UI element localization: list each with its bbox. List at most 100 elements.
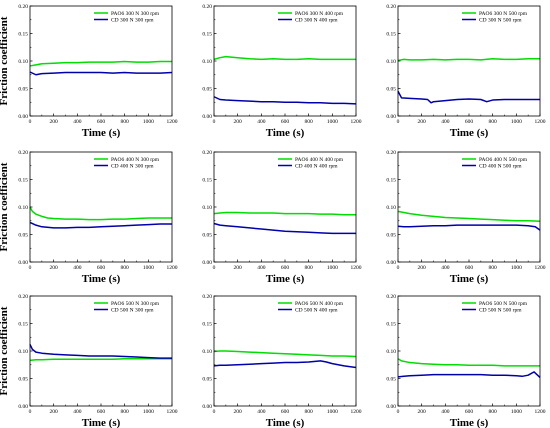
y-tick-label: 0.15 [18,32,28,38]
series-line-cd [397,371,541,378]
x-tick-label: 600 [281,119,290,125]
x-tick-label: 200 [50,119,59,125]
y-tick-label: 0.05 [18,87,28,93]
series-line-cd [29,71,173,76]
series-line-pao6 [213,211,356,216]
y-axis-title: Friction coefficient [0,306,10,395]
y-tick-label: 0.00 [18,114,28,120]
chart-panel-5: 0 200 400 600 800 1000 1200 0.00 0.05 0.10 0.15 0.2… [202,150,361,285]
y-tick-label: 0.20 [202,294,212,300]
x-tick-label: 400 [257,409,266,415]
y-tick-label: 0.00 [18,404,28,410]
x-tick-label: 1000 [327,119,338,125]
x-tick-label: 1000 [511,409,522,415]
x-tick-label: 800 [121,265,130,271]
y-tick-label: 0.00 [386,114,396,120]
x-tick-label: 1000 [327,265,338,271]
x-axis-title: Time (s) [82,127,121,139]
y-tick-label: 0.20 [18,150,28,156]
y-tick-label: 0.10 [386,205,396,211]
y-axis-title: Friction coefficient [0,16,10,105]
y-tick-label: 0.10 [386,59,396,65]
x-tick-label: 1000 [327,409,338,415]
y-tick-label: 0.05 [202,377,212,383]
x-tick-label: 1000 [143,119,154,125]
x-axis-title: Time (s) [450,127,489,139]
y-tick-label: 0.05 [202,233,212,239]
y-tick-label: 0.10 [202,205,212,211]
x-tick-label: 0 [397,119,400,125]
y-tick-label: 0.20 [386,4,396,10]
y-tick-label: 0.15 [386,322,396,328]
x-tick-label: 400 [73,409,82,415]
x-tick-label: 600 [465,119,474,125]
legend-label: CD 400 N 300 rpm [111,164,154,170]
x-tick-label: 1200 [167,265,178,271]
legend-label: PAO6 300 N 500 rpm [479,11,528,17]
legend-label: PAO6 500 N 400 rpm [295,301,344,307]
series-line-cd [397,224,541,231]
y-tick-label: 0.15 [18,178,28,184]
series-line-cd [29,344,172,359]
x-tick-label: 1000 [143,409,154,415]
series-line-pao6 [213,350,357,358]
y-tick-label: 0.05 [386,377,396,383]
y-tick-label: 0.20 [386,294,396,300]
chart-panel-4: 0 200 400 600 800 1000 1200 0.00 0.05 0.10 0.15 0.2… [0,150,178,285]
chart-panel-1: 0 200 400 600 800 1000 1200 0.00 0.05 0.10 0.15 0.2… [0,4,178,139]
x-tick-label: 800 [305,119,314,125]
series-line-cd [213,96,357,105]
y-tick-label: 0.10 [202,349,212,355]
y-tick-label: 0.10 [18,349,28,355]
y-tick-label: 0.20 [18,4,28,10]
y-tick-label: 0.10 [202,59,212,65]
chart-panel-3: 0 200 400 600 800 1000 1200 0.00 0.05 0.10 0.15 0.2… [386,4,545,139]
x-tick-label: 800 [489,119,498,125]
y-tick-label: 0.05 [18,233,28,239]
x-tick-label: 200 [234,265,243,271]
x-axis-title: Time (s) [82,273,121,285]
x-tick-label: 400 [73,265,82,271]
y-tick-label: 0.00 [202,404,212,410]
x-axis-title: Time (s) [266,127,305,139]
legend-label: CD 400 N 500 rpm [479,164,522,170]
y-tick-label: 0.15 [386,178,396,184]
x-tick-label: 200 [50,409,59,415]
x-tick-label: 800 [489,409,498,415]
legend-label: CD 400 N 400 rpm [295,164,338,170]
x-tick-label: 0 [213,265,216,271]
x-tick-label: 200 [234,119,243,125]
legend-label: PAO6 300 N 400 rpm [295,11,344,17]
x-tick-label: 0 [213,409,216,415]
x-tick-label: 1200 [351,265,362,271]
x-tick-label: 600 [281,265,290,271]
x-tick-label: 0 [29,265,32,271]
x-tick-label: 1200 [167,409,178,415]
x-tick-label: 600 [97,265,106,271]
y-tick-label: 0.15 [386,32,396,38]
y-tick-label: 0.10 [18,59,28,65]
chart-panel-8: 0 200 400 600 800 1000 1200 0.00 0.05 0.10 0.15 0.2… [202,294,361,428]
chart-panel-2: 0 200 400 600 800 1000 1200 0.00 0.05 0.10 0.15 0.2… [202,4,361,139]
x-tick-label: 400 [257,119,266,125]
y-tick-label: 0.15 [202,32,212,38]
x-tick-label: 0 [29,409,32,415]
y-tick-label: 0.05 [18,377,28,383]
x-tick-label: 1200 [535,119,546,125]
x-tick-label: 800 [121,119,130,125]
y-tick-label: 0.00 [202,260,212,266]
x-tick-label: 1000 [143,265,154,271]
x-tick-label: 800 [305,409,314,415]
legend-label: CD 500 N 300 rpm [111,308,154,314]
legend-label: PAO6 500 N 300 rpm [111,301,160,307]
y-tick-label: 0.20 [202,150,212,156]
x-tick-label: 1000 [511,119,522,125]
x-tick-label: 600 [465,265,474,271]
x-tick-label: 800 [121,409,130,415]
series-line-pao6 [29,60,172,67]
series-line-pao6 [213,55,356,61]
series-line-pao6 [29,206,172,221]
series-line-pao6 [397,358,540,367]
y-tick-label: 0.15 [202,322,212,328]
y-tick-label: 0.15 [18,322,28,328]
